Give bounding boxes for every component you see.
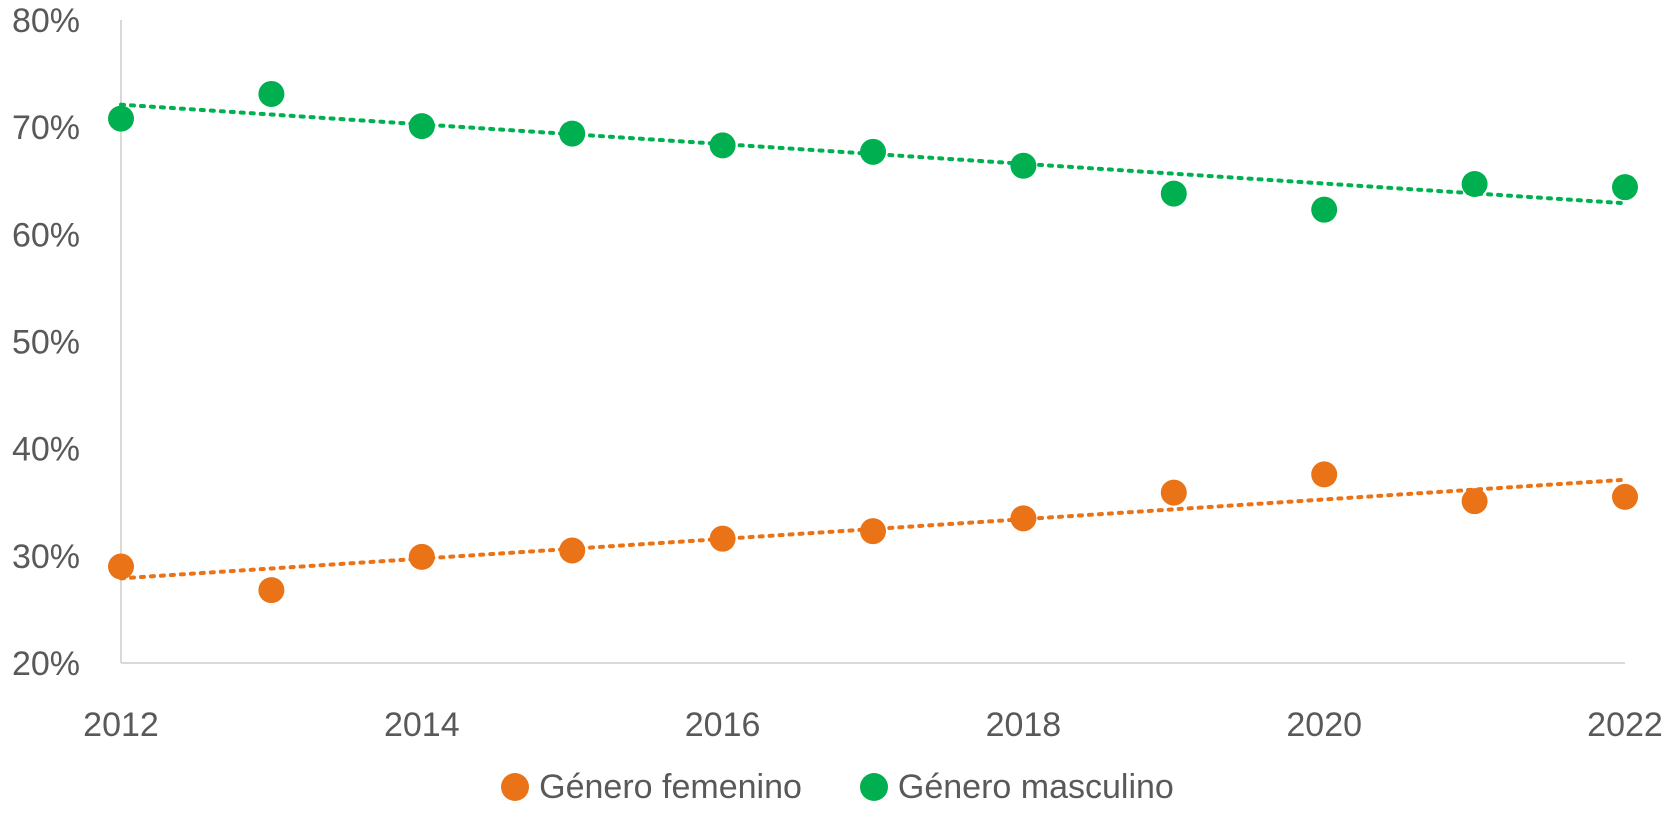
legend-marker-masculino [859, 773, 888, 801]
data-point-masculino [1461, 170, 1488, 197]
y-tick-label: 40% [12, 431, 80, 469]
x-tick-label: 2014 [384, 706, 460, 744]
x-tick-label: 2012 [83, 706, 159, 744]
data-point-femenino [1160, 479, 1187, 506]
data-point-masculino [860, 138, 886, 165]
data-point-masculino [709, 132, 736, 159]
data-point-femenino [1461, 488, 1488, 515]
chart: 20%30%40%50%60%70%80% 2012 2014 2016 2018 20… [12, 2, 1663, 744]
data-point-femenino [108, 553, 134, 580]
legend-label-masculino: Género masculino [897, 767, 1174, 806]
data-point-masculino [258, 80, 285, 107]
data-point-masculino [1311, 196, 1338, 223]
y-tick-label: 30% [12, 538, 80, 576]
y-tick-label: 20% [12, 645, 80, 683]
y-tick-label: 50% [12, 324, 80, 362]
data-point-femenino [860, 518, 886, 545]
data-point-femenino [258, 577, 285, 604]
data-point-masculino [1612, 174, 1638, 201]
data-point-masculino [108, 105, 134, 132]
trendlines [119, 102, 1627, 581]
data-point-masculino [408, 113, 435, 140]
x-tick-label: 2020 [1286, 706, 1362, 744]
data-point-femenino [1010, 505, 1037, 532]
data-point-femenino [1612, 483, 1638, 510]
x-tick-label: 2016 [685, 706, 761, 744]
x-tick-label: 2018 [986, 706, 1062, 744]
data-point-femenino [559, 537, 586, 564]
y-tick-label: 60% [12, 216, 80, 254]
legend: Género femenino Género masculino [0, 762, 1675, 812]
legend-marker-femenino [501, 773, 530, 801]
data-point-masculino [1010, 152, 1037, 179]
data-point-femenino [408, 543, 435, 570]
legend-label-femenino: Género femenino [539, 767, 802, 806]
data-point-femenino [1311, 461, 1338, 488]
data-point-masculino [1160, 180, 1187, 207]
data-point-femenino [709, 525, 736, 552]
legend-item-femenino: Género femenino [501, 768, 802, 807]
y-tick-label: 70% [12, 109, 80, 147]
legend-item-masculino: Género masculino [859, 767, 1174, 807]
x-tick-labels: 2012 2014 2016 2018 2020 2022 [83, 706, 1663, 744]
x-tick-label: 2022 [1587, 706, 1663, 744]
data-points [108, 80, 1638, 604]
y-tick-labels: 20% 30% 40% 50% 60% 70% 80% [12, 2, 80, 683]
y-tick-label: 80% [12, 2, 80, 40]
data-point-masculino [559, 120, 586, 147]
